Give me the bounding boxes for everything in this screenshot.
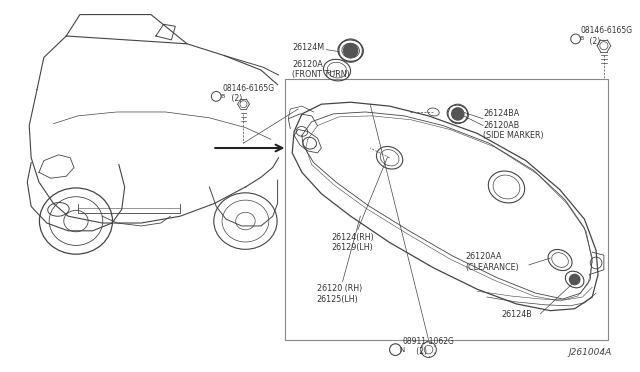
Text: 26120A
(FRONT TURN): 26120A (FRONT TURN) [292,60,350,79]
Text: B: B [580,36,584,41]
Circle shape [451,107,465,121]
Text: 26120 (RH)
26125(LH): 26120 (RH) 26125(LH) [317,216,362,304]
Circle shape [343,43,358,58]
Text: 08146-6165G
    (2): 08146-6165G (2) [222,84,274,103]
Circle shape [569,274,580,285]
Text: 08911-1062G
      (2): 08911-1062G (2) [403,337,454,356]
Text: 26124M: 26124M [292,43,324,52]
Text: 26124BA: 26124BA [483,109,519,118]
Text: 26120AB
(SIDE MARKER): 26120AB (SIDE MARKER) [483,121,544,140]
Text: N: N [399,347,404,353]
Text: 08146-6165G
    (2): 08146-6165G (2) [580,26,632,46]
Text: J261004A: J261004A [568,349,612,357]
Text: 26120AA
(CLEARANCE): 26120AA (CLEARANCE) [465,252,519,272]
Text: B: B [220,94,225,99]
Bar [285,79,608,340]
Text: 26124B: 26124B [502,310,532,318]
Text: 26124(RH)
26129(LH): 26124(RH) 26129(LH) [331,157,388,252]
